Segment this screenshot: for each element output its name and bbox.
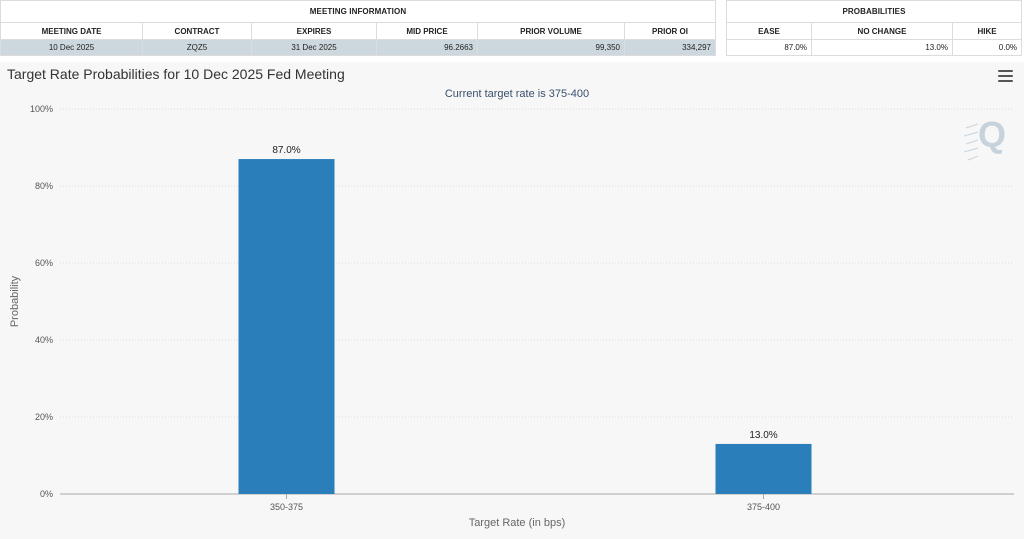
col-mid-price[interactable]: MID PRICE (376, 22, 478, 40)
hike-cell: 0.0% (952, 39, 1022, 56)
col-prior-oi[interactable]: PRIOR OI (624, 22, 716, 40)
mid-price-cell: 96.2663 (376, 39, 478, 56)
chart-title: Target Rate Probabilities for 10 Dec 202… (7, 66, 345, 82)
col-prior-volume[interactable]: PRIOR VOLUME (477, 22, 625, 40)
x-tick-label: 350-375 (270, 502, 303, 512)
meeting-info-table: MEETING INFORMATION MEETING DATE CONTRAC… (0, 0, 716, 56)
col-contract[interactable]: CONTRACT (142, 22, 252, 40)
hamburger-menu-icon[interactable] (998, 70, 1013, 82)
chart-area: Target Rate Probabilities for 10 Dec 202… (0, 62, 1024, 539)
meeting-info-group-header: MEETING INFORMATION (0, 0, 716, 23)
probabilities-group-header: PROBABILITIES (726, 0, 1022, 23)
bar-350-375[interactable] (238, 159, 335, 495)
ease-cell: 87.0% (726, 39, 812, 56)
col-no-change[interactable]: NO CHANGE (811, 22, 953, 40)
table-row[interactable]: 87.0% 13.0% 0.0% (726, 39, 1022, 56)
watermark-lines-icon (964, 123, 978, 161)
data-label: 13.0% (749, 430, 777, 441)
bar-375-400[interactable] (715, 443, 812, 494)
y-tick-label: 100% (30, 104, 53, 114)
col-hike[interactable]: HIKE (952, 22, 1022, 40)
no-change-cell: 13.0% (811, 39, 953, 56)
col-expires[interactable]: EXPIRES (251, 22, 377, 40)
expires-cell: 31 Dec 2025 (251, 39, 377, 56)
probabilities-table: PROBABILITIES EASE NO CHANGE HIKE 87.0% … (726, 0, 1022, 56)
watermark-logo: Q (978, 114, 1007, 155)
contract-cell: ZQZ5 (142, 39, 252, 56)
col-meeting-date[interactable]: MEETING DATE (0, 22, 143, 40)
prior-oi-cell: 334,297 (624, 39, 716, 56)
x-axis-label: Target Rate (in bps) (469, 517, 566, 529)
chart-subtitle: Current target rate is 375-400 (445, 88, 589, 100)
y-tick-label: 40% (35, 335, 53, 345)
table-row[interactable]: 10 Dec 2025 ZQZ5 31 Dec 2025 96.2663 99,… (0, 39, 716, 56)
y-axis-label: Probability (9, 275, 21, 327)
y-tick-label: 80% (35, 181, 53, 191)
y-tick-label: 20% (35, 412, 53, 422)
col-ease[interactable]: EASE (726, 22, 812, 40)
prior-volume-cell: 99,350 (477, 39, 625, 56)
chart-svg: Current target rate is 375-400 0% 20% 40% 60… (9, 88, 1014, 529)
x-tick-label: 375-400 (747, 502, 780, 512)
y-tick-label: 60% (35, 258, 53, 268)
meeting-date-cell: 10 Dec 2025 (0, 39, 143, 56)
data-label: 87.0% (272, 145, 300, 156)
y-tick-label: 0% (40, 489, 53, 499)
